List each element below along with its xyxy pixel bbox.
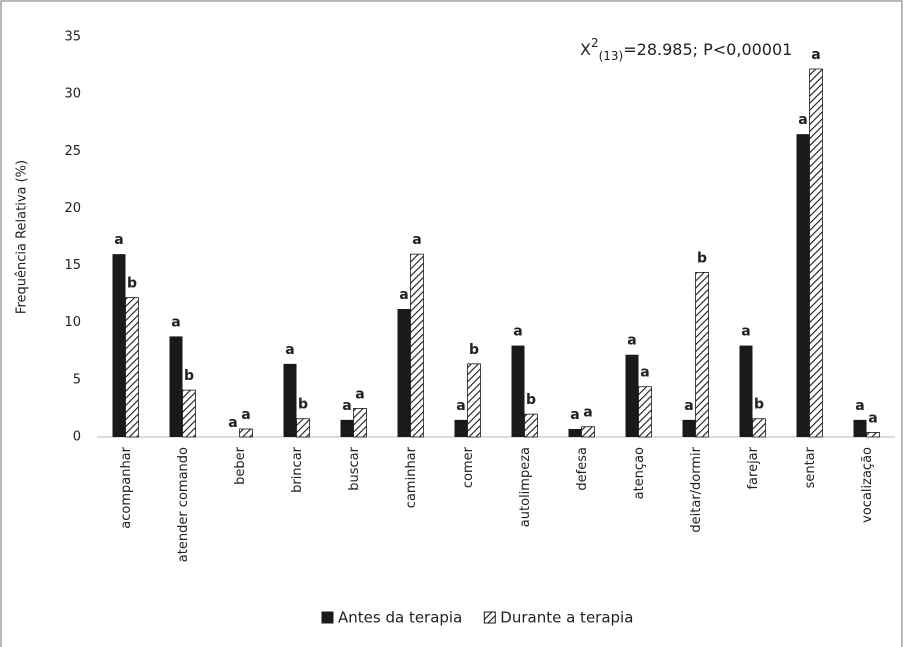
bar-letter: a bbox=[684, 398, 693, 414]
x-tick-label: caminhar bbox=[404, 446, 419, 508]
bar bbox=[739, 345, 753, 437]
bar bbox=[581, 426, 595, 438]
bar bbox=[568, 429, 582, 437]
bar bbox=[112, 254, 126, 437]
x-tick-label: autolimpeza bbox=[518, 447, 533, 527]
y-tick-label: 0 bbox=[73, 430, 81, 445]
bar bbox=[752, 418, 766, 438]
bar-letter: b bbox=[298, 397, 308, 413]
annotation-rest: =28.985; P<0,00001 bbox=[623, 40, 792, 59]
annotation-sup: 2 bbox=[591, 36, 599, 50]
x-tick-label: acompanhar bbox=[119, 446, 134, 528]
bar-letter: b bbox=[127, 276, 137, 292]
bar bbox=[182, 389, 196, 438]
annotation-sub: (13) bbox=[599, 49, 624, 63]
x-tick-label: brincar bbox=[290, 446, 305, 493]
bar-letter: a bbox=[456, 398, 465, 414]
bar-letter: a bbox=[412, 232, 421, 248]
y-tick-label: 35 bbox=[64, 30, 81, 45]
x-tick-label: deitar/dormir bbox=[689, 446, 704, 532]
y-tick-label: 30 bbox=[64, 87, 81, 102]
bar-letter: b bbox=[526, 392, 536, 408]
bar-letter: a bbox=[513, 324, 522, 340]
y-tick-label: 10 bbox=[64, 315, 81, 330]
bar bbox=[682, 419, 696, 437]
bar-letter: a bbox=[228, 415, 237, 431]
bar-letter: a bbox=[855, 398, 864, 414]
annotation-base: X bbox=[580, 40, 591, 59]
bar bbox=[695, 272, 709, 438]
bar-letter: b bbox=[469, 342, 479, 358]
bar bbox=[638, 386, 652, 438]
x-tick-label: defesa bbox=[575, 447, 590, 491]
x-tick-label: beber bbox=[233, 446, 248, 485]
bar-letter: a bbox=[285, 342, 294, 358]
bar-letter: a bbox=[741, 324, 750, 340]
bar bbox=[340, 419, 354, 437]
bar-letter: a bbox=[640, 365, 649, 381]
bar bbox=[866, 432, 880, 438]
y-tick-label: 20 bbox=[64, 201, 81, 216]
bar-letter: a bbox=[399, 287, 408, 303]
bar-letter: a bbox=[627, 333, 636, 349]
bar bbox=[353, 408, 367, 438]
bar-letter: a bbox=[811, 47, 820, 63]
bar-letter: a bbox=[868, 410, 877, 426]
bar bbox=[125, 297, 139, 438]
bar-letter: b bbox=[754, 397, 764, 413]
bar bbox=[397, 309, 411, 437]
annotation: X2(13)=28.985; P<0,00001 bbox=[580, 36, 792, 63]
bar-letter: a bbox=[114, 232, 123, 248]
bar bbox=[809, 68, 823, 438]
legend-label: Durante a terapia bbox=[500, 609, 633, 627]
x-tick-label: sentar bbox=[803, 446, 818, 488]
x-tick-label: atençao bbox=[632, 447, 647, 499]
bar bbox=[283, 363, 297, 437]
bar bbox=[239, 428, 253, 438]
bar bbox=[169, 336, 183, 437]
y-tick-label: 5 bbox=[73, 372, 81, 387]
x-tick-label: farejar bbox=[746, 446, 761, 489]
bar-letter: a bbox=[355, 386, 364, 402]
bar bbox=[524, 413, 538, 438]
x-tick-label: buscar bbox=[347, 446, 362, 490]
bar bbox=[454, 419, 468, 437]
bar-letter: a bbox=[583, 405, 592, 421]
legend-swatch bbox=[321, 611, 334, 624]
x-tick-label: comer bbox=[461, 446, 476, 488]
y-axis-label: Frequência Relativa (%) bbox=[15, 160, 30, 314]
legend-swatch bbox=[483, 611, 496, 624]
bar bbox=[410, 253, 424, 438]
legend-label: Antes da terapia bbox=[338, 609, 462, 627]
bar bbox=[625, 354, 639, 437]
bar-letter: a bbox=[798, 112, 807, 128]
bar bbox=[467, 363, 481, 438]
bar bbox=[853, 419, 867, 437]
bar-letter: a bbox=[171, 314, 180, 330]
bar-letter: a bbox=[241, 407, 250, 423]
bar-letter: a bbox=[342, 398, 351, 414]
x-tick-label: vocalização bbox=[860, 447, 875, 523]
bar bbox=[511, 345, 525, 437]
bar-letter: b bbox=[697, 250, 707, 266]
bar bbox=[296, 418, 310, 438]
bar bbox=[796, 134, 810, 437]
x-tick-label: atender comando bbox=[176, 447, 191, 562]
y-tick-label: 25 bbox=[64, 144, 81, 159]
bar-letter: a bbox=[570, 407, 579, 423]
y-tick-label: 15 bbox=[64, 258, 81, 273]
bar-letter: b bbox=[184, 368, 194, 384]
